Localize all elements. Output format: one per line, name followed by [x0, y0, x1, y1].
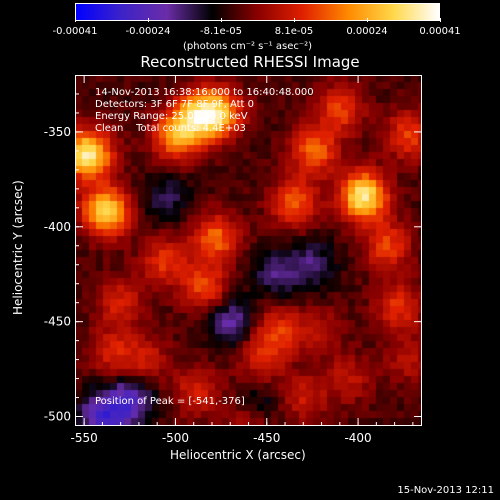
annotation-detectors: Detectors: 3F 6F 7F 8F 9F, Att 0: [95, 99, 255, 110]
colorbar-tick-mark: [148, 18, 149, 22]
plot-area: 14-Nov-2013 16:38:16.000 to 16:40:48.000…: [75, 75, 422, 426]
colorbar-tick-mark: [294, 18, 295, 22]
colorbar-tick-label: 0.00024: [346, 26, 388, 37]
colorbar-tick-mark: [440, 18, 441, 22]
colorbar-units: (photons cm⁻² s⁻¹ asec⁻²): [183, 41, 313, 52]
colorbar-tick-mark: [367, 18, 368, 22]
colorbar-tick-label: 8.1e-05: [274, 26, 314, 37]
y-tick-label: -450: [44, 315, 71, 329]
annotation-energy: Energy Range: 25.0 - 50.0 keV: [95, 111, 248, 122]
chart-title: Reconstructed RHESSI Image: [140, 53, 360, 71]
colorbar: [75, 3, 440, 21]
x-axis-label: Heliocentric X (arcsec): [170, 448, 306, 462]
annotation-clean: Clean Total counts: 4.4E+03: [95, 123, 246, 134]
colorbar-tick-label: -0.00024: [125, 26, 171, 37]
x-tick-label: -500: [162, 431, 189, 445]
y-axis-label: Heliocentric Y (arcsec): [11, 180, 25, 315]
colorbar-tick-label: 0.00041: [419, 26, 461, 37]
x-tick-label: -550: [71, 431, 98, 445]
colorbar-tick-label: -8.1e-05: [200, 26, 242, 37]
y-tick-label: -400: [44, 220, 71, 234]
colorbar-tick-mark: [221, 18, 222, 22]
heatmap-image: [75, 75, 422, 426]
footer-timestamp: 15-Nov-2013 12:11: [397, 485, 494, 496]
x-tick-label: -450: [253, 431, 280, 445]
x-tick-label: -400: [344, 431, 371, 445]
colorbar-tick-label: -0.00041: [52, 26, 98, 37]
y-tick-label: -350: [44, 125, 71, 139]
colorbar-tick-mark: [75, 18, 76, 22]
colorbar-gradient: [76, 4, 439, 20]
y-tick-label: -500: [44, 410, 71, 424]
annotation-peak: Position of Peak = [-541,-376]: [95, 396, 245, 407]
annotation-time: 14-Nov-2013 16:38:16.000 to 16:40:48.000: [95, 87, 314, 98]
